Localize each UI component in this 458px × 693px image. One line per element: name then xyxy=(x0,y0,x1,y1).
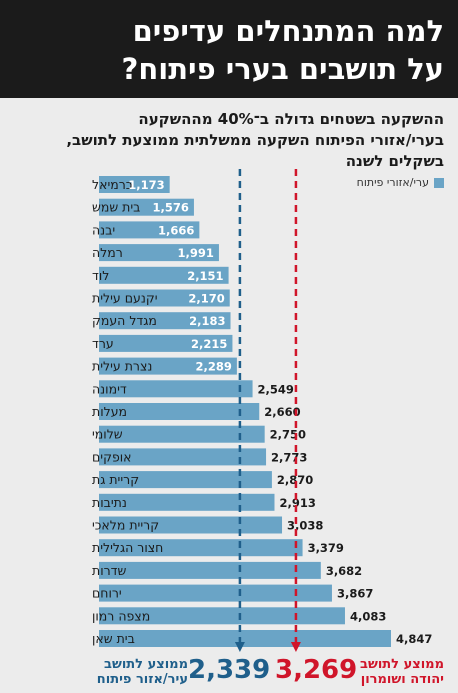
category-label-17: חצור הגלילית xyxy=(92,540,163,555)
category-label-16: קריית מלאכי xyxy=(92,518,159,533)
bar-13 xyxy=(99,448,267,466)
value-label-21: 4,847 xyxy=(396,632,432,646)
category-label-7: מגדל העמק xyxy=(92,313,157,328)
value-label-14: 2,870 xyxy=(277,473,313,487)
value-label-3: 1,666 xyxy=(158,223,194,237)
value-label-4: 1,991 xyxy=(178,246,214,260)
category-label-10: דימונה xyxy=(92,381,127,396)
bar-21 xyxy=(99,630,391,647)
value-label-9: 2,289 xyxy=(196,360,232,374)
value-label-1: 1,173 xyxy=(128,178,164,192)
value-label-7: 2,183 xyxy=(189,314,225,328)
legend-swatch xyxy=(434,177,444,188)
category-label-3: יבנה xyxy=(92,222,115,237)
development-average-label-line1: ממוצע לתושב xyxy=(104,657,188,672)
category-label-18: שדרות xyxy=(92,563,127,578)
header-banner: למה המתנחלים עדיפים על תושבים בערי פיתוח… xyxy=(0,0,458,98)
category-label-21: בית שאן xyxy=(92,631,135,646)
development-average-label-line2: עיר/אזור פיתוח xyxy=(96,672,188,687)
bar-5 xyxy=(99,266,229,284)
bar-4 xyxy=(99,244,219,262)
value-label-20: 4,083 xyxy=(350,609,386,623)
category-label-11: מעלות xyxy=(92,404,127,419)
value-label-6: 2,170 xyxy=(188,292,224,306)
chart-legend: ערי/אזורי פיתוח xyxy=(357,176,444,189)
bar-8 xyxy=(99,334,233,352)
value-label-18: 3,682 xyxy=(326,564,362,578)
category-label-20: מצפה רמון xyxy=(92,608,150,623)
settlement-average-label: ממוצע לתושב יהודה ושומרון xyxy=(360,657,444,687)
bar-18 xyxy=(99,561,321,579)
category-label-5: לוד xyxy=(92,268,109,283)
bar-20 xyxy=(99,607,345,625)
category-label-6: יקנעם עילית xyxy=(92,291,158,306)
category-label-8: ערד xyxy=(92,336,114,351)
value-label-10: 2,549 xyxy=(258,382,294,396)
bar-1 xyxy=(99,176,170,193)
settlement-average-value: 3,269 xyxy=(275,655,358,685)
category-label-2: בית שמש xyxy=(92,200,140,215)
value-label-16: 3,038 xyxy=(287,519,323,533)
settlement-average-label-line2: יהודה ושומרון xyxy=(360,672,444,687)
bar-7 xyxy=(99,312,231,330)
category-label-15: נתיבות xyxy=(92,495,127,510)
page-title-line1: למה המתנחלים עדיפים xyxy=(132,14,444,48)
legend-label: ערי/אזורי פיתוח xyxy=(356,176,429,189)
chart-subtitle-line3: בשקלים לשנה xyxy=(345,152,444,170)
bar-2 xyxy=(99,198,194,216)
category-label-4: רמלה xyxy=(92,245,123,260)
bar-14 xyxy=(99,471,272,489)
bar-3 xyxy=(99,221,200,239)
development-average-label: ממוצע לתושב עיר/אזור פיתוח xyxy=(97,657,188,687)
value-label-15: 2,913 xyxy=(279,496,315,510)
category-label-14: קריית גת xyxy=(92,472,139,487)
category-label-1: כרמיאל xyxy=(92,177,132,192)
development-average-value: 2,339 xyxy=(188,655,271,685)
settlement-average-label-line1: ממוצע לתושב xyxy=(360,657,444,672)
value-label-2: 1,576 xyxy=(153,201,189,215)
value-label-17: 3,379 xyxy=(308,541,344,555)
bar-10 xyxy=(99,380,253,398)
value-label-13: 2,773 xyxy=(271,450,307,464)
bar-19 xyxy=(99,584,332,602)
value-label-11: 2,660 xyxy=(264,405,300,419)
value-label-19: 3,867 xyxy=(337,587,373,601)
chart-subtitle-line2: בערי/אזורי הפיתוח השקעה ממשלתית ממוצעת ל… xyxy=(66,131,444,149)
value-label-8: 2,215 xyxy=(191,337,227,351)
bar-15 xyxy=(99,493,275,511)
bar-17 xyxy=(99,539,303,557)
chart-subtitle-line1: ההשקעה בשטחים גדולה ב־40% מההשקעה xyxy=(138,110,444,128)
category-label-12: שלומי xyxy=(92,427,123,442)
bar-9 xyxy=(99,357,237,375)
page-title-line2: על תושבים בערי פיתוח? xyxy=(121,52,444,86)
value-label-12: 2,750 xyxy=(270,428,306,442)
bar-6 xyxy=(99,289,230,307)
bar-12 xyxy=(99,425,265,443)
bar-16 xyxy=(99,516,283,534)
category-label-9: נצרת עילית xyxy=(92,359,152,374)
value-label-5: 2,151 xyxy=(187,269,223,283)
category-label-19: ירוחם xyxy=(92,586,122,601)
bar-11 xyxy=(99,403,260,420)
category-label-13: אופקים xyxy=(92,449,132,464)
